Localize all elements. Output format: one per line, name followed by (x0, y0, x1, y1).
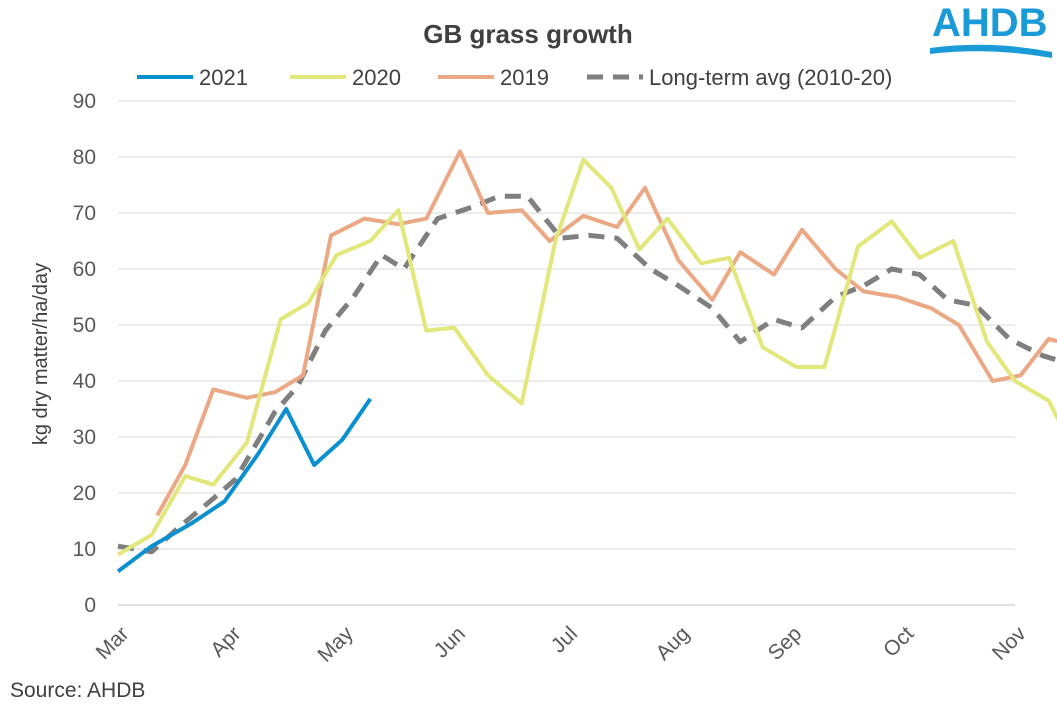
x-tick-label: Oct (879, 622, 918, 661)
legend-label: Long-term avg (2010-20) (649, 65, 892, 90)
legend-label: 2021 (199, 65, 248, 90)
x-tick-label: Jul (547, 622, 582, 657)
x-tick-label: Jun (430, 622, 470, 662)
y-tick-label: 80 (73, 146, 96, 169)
series-line-2020 (116, 157, 1057, 557)
source-note: Source: AHDB (10, 679, 146, 702)
y-tick-label: 90 (73, 90, 96, 113)
series-line-2019 (155, 149, 1057, 517)
series-lines (116, 149, 1057, 573)
legend-label: 2020 (352, 65, 401, 90)
x-tick-label: Apr (206, 622, 245, 661)
y-tick-label: 70 (73, 202, 96, 225)
x-tick-label: Mar (92, 622, 134, 664)
series-line-2021 (116, 397, 372, 573)
x-tick-label: May (313, 622, 358, 667)
logo-text: AHDB (932, 1, 1048, 45)
logo-swoosh-icon (930, 44, 1052, 58)
y-axis-label: kg dry matter/ha/day (30, 263, 52, 445)
x-tick-label: Sep (764, 622, 807, 665)
x-tick-label: Nov (988, 622, 1031, 665)
y-tick-label: 50 (73, 314, 96, 337)
y-tick-label: 30 (73, 426, 96, 449)
legend: 2021 2020 2019 Long-term avg (2010-20) (137, 65, 892, 90)
chart-title: GB grass growth (423, 19, 632, 49)
series-line-long-term-avg-2010-20 (117, 193, 1057, 555)
y-tick-label: 20 (73, 482, 96, 505)
x-tick-label: Aug (651, 622, 694, 665)
gridlines (118, 100, 1015, 606)
y-tick-label: 0 (84, 594, 96, 617)
y-tick-label: 60 (73, 258, 96, 281)
legend-label: 2019 (500, 65, 549, 90)
x-tick-labels: Mar Apr May Jun Jul Aug Sep Oct Nov (92, 622, 1031, 667)
y-tick-label: 10 (73, 538, 96, 561)
ahdb-logo: AHDB (930, 1, 1052, 58)
y-tick-label: 40 (73, 370, 96, 393)
y-tick-labels: 0 10 20 30 40 50 60 70 80 90 (73, 90, 96, 617)
